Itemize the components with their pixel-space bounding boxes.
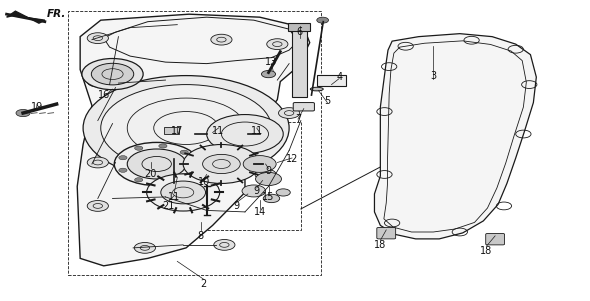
Text: 21: 21	[162, 201, 175, 211]
Text: 11: 11	[251, 126, 263, 136]
Bar	[163, 122, 301, 230]
Text: 16: 16	[97, 90, 110, 100]
Circle shape	[119, 168, 127, 172]
Circle shape	[135, 243, 156, 253]
Text: 2: 2	[201, 279, 207, 289]
Text: 7: 7	[295, 114, 301, 124]
Text: 10: 10	[198, 177, 210, 187]
Text: FR.: FR.	[47, 9, 66, 19]
Circle shape	[159, 144, 167, 148]
Circle shape	[243, 156, 276, 172]
Circle shape	[206, 115, 283, 154]
FancyBboxPatch shape	[377, 228, 396, 239]
Text: 9: 9	[266, 166, 271, 176]
Circle shape	[135, 146, 143, 150]
Text: 11: 11	[168, 192, 181, 202]
FancyBboxPatch shape	[486, 234, 504, 245]
Circle shape	[211, 34, 232, 45]
Text: 3: 3	[430, 71, 437, 81]
Polygon shape	[77, 14, 310, 266]
Text: 19: 19	[31, 102, 43, 112]
Circle shape	[114, 142, 199, 185]
Text: 9: 9	[254, 186, 260, 196]
Bar	[288, 23, 310, 31]
Text: 4: 4	[336, 72, 342, 82]
Circle shape	[135, 178, 143, 182]
Circle shape	[263, 194, 280, 203]
Bar	[68, 11, 322, 275]
Circle shape	[87, 200, 109, 211]
Circle shape	[180, 174, 188, 178]
FancyBboxPatch shape	[293, 103, 314, 111]
Circle shape	[83, 76, 289, 181]
Circle shape	[214, 240, 235, 250]
Circle shape	[127, 149, 186, 179]
Circle shape	[188, 162, 196, 166]
Circle shape	[159, 180, 167, 184]
Text: 17: 17	[171, 126, 183, 136]
Circle shape	[91, 63, 134, 85]
Circle shape	[147, 174, 219, 211]
Polygon shape	[6, 11, 45, 23]
Circle shape	[87, 76, 109, 87]
Bar	[292, 28, 307, 97]
Text: 15: 15	[263, 192, 275, 202]
Circle shape	[267, 39, 288, 50]
Circle shape	[87, 33, 109, 44]
Circle shape	[202, 154, 240, 174]
Text: 5: 5	[324, 96, 330, 106]
Ellipse shape	[310, 87, 323, 91]
Text: 8: 8	[198, 231, 204, 241]
Circle shape	[161, 181, 205, 204]
Text: 18: 18	[374, 240, 386, 250]
Circle shape	[242, 185, 266, 197]
Circle shape	[16, 110, 30, 117]
Bar	[317, 75, 346, 86]
Polygon shape	[375, 34, 536, 239]
Text: 6: 6	[297, 27, 303, 37]
Text: 18: 18	[480, 246, 493, 256]
Circle shape	[101, 85, 271, 172]
Circle shape	[255, 172, 281, 185]
Circle shape	[261, 70, 276, 78]
Circle shape	[255, 169, 276, 180]
Circle shape	[82, 58, 143, 90]
Circle shape	[317, 17, 329, 23]
Text: 13: 13	[266, 57, 277, 67]
Text: 20: 20	[145, 169, 157, 179]
Circle shape	[276, 189, 290, 196]
Text: 12: 12	[286, 154, 298, 164]
Circle shape	[183, 144, 260, 183]
Bar	[165, 126, 179, 134]
Text: 9: 9	[233, 201, 239, 211]
Circle shape	[119, 156, 127, 160]
Circle shape	[87, 157, 109, 168]
Circle shape	[180, 150, 188, 154]
Text: 14: 14	[254, 207, 266, 217]
Circle shape	[278, 108, 300, 118]
Text: 11: 11	[212, 126, 225, 136]
